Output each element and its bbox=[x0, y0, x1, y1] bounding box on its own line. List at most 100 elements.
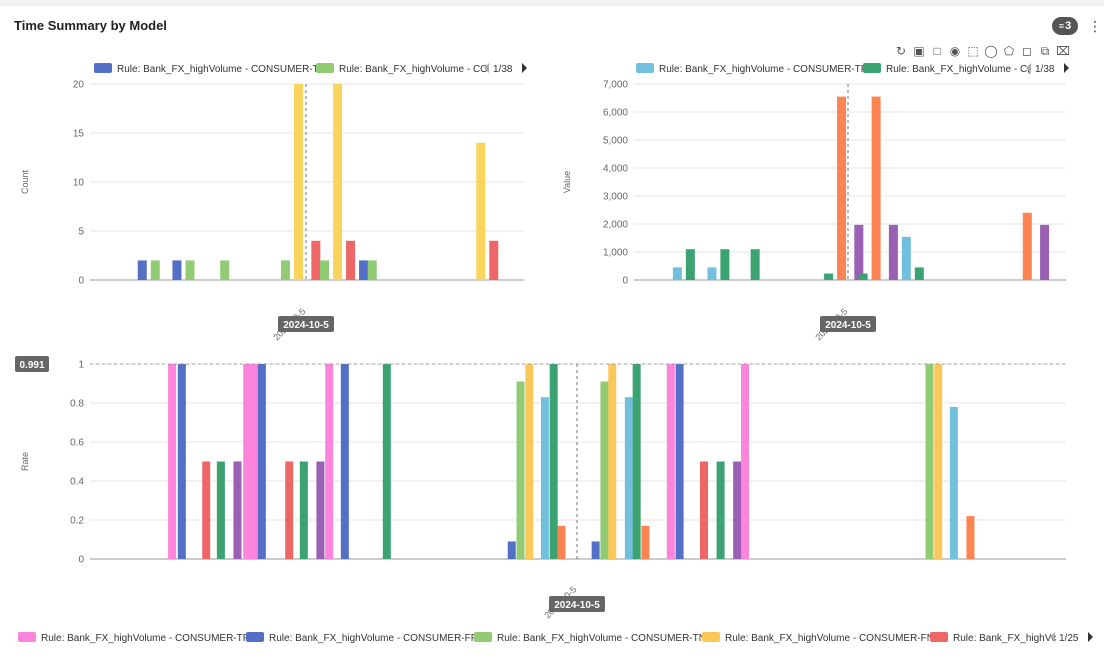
chart1-bar[interactable] bbox=[172, 260, 182, 280]
chart3-bar[interactable] bbox=[591, 541, 600, 559]
chart2-legend-next-icon[interactable] bbox=[1064, 63, 1069, 73]
chart1-legend-prev-icon[interactable] bbox=[484, 63, 489, 73]
chart3-bar[interactable] bbox=[540, 397, 549, 559]
chart3-bar[interactable] bbox=[257, 364, 266, 559]
chart3-bar[interactable] bbox=[733, 461, 742, 560]
chart3-bar[interactable] bbox=[557, 525, 566, 559]
chart2-bar[interactable] bbox=[888, 224, 898, 280]
chart3-bar[interactable] bbox=[925, 364, 934, 559]
chart3-bar[interactable] bbox=[168, 364, 177, 559]
chart2-bar[interactable] bbox=[720, 249, 730, 280]
chart1-bar[interactable] bbox=[489, 240, 499, 280]
chart3-legend-item-label[interactable]: Rule: Bank_FX_highVc bbox=[953, 633, 1056, 644]
chart3-bar[interactable] bbox=[675, 364, 684, 559]
chart3-legend-item-label[interactable]: Rule: Bank_FX_highVolume - CONSUMER-FPR bbox=[269, 633, 485, 644]
chart3-bar[interactable] bbox=[934, 364, 943, 559]
chart3-bar[interactable] bbox=[233, 461, 242, 560]
chart3-bar[interactable] bbox=[641, 525, 650, 559]
chart1-legend-item-label[interactable]: Rule: Bank_FX_highVolume - CO bbox=[339, 64, 488, 75]
chart3-bar[interactable] bbox=[285, 461, 294, 560]
chart3-bar[interactable] bbox=[549, 364, 558, 559]
chart3-bar[interactable] bbox=[525, 364, 534, 559]
chart3-bar[interactable] bbox=[251, 364, 260, 559]
chart1-bar[interactable] bbox=[185, 260, 195, 280]
chart2-bar[interactable] bbox=[1040, 224, 1050, 280]
chart2-legend-item-label[interactable]: Rule: Bank_FX_highVolume - CONSUMER-TPV bbox=[659, 64, 874, 75]
chart3-bar[interactable] bbox=[716, 461, 725, 560]
chart2-legend-swatch[interactable] bbox=[636, 63, 654, 73]
chart1-legend-swatch[interactable] bbox=[316, 63, 334, 73]
chart1-bar[interactable] bbox=[293, 84, 303, 280]
chart3-bar[interactable] bbox=[632, 364, 641, 559]
chart2-legend-item-label[interactable]: Rule: Bank_FX_highVolume - C( bbox=[886, 64, 1031, 75]
chart3-bar[interactable] bbox=[382, 364, 391, 559]
chart2-bar[interactable] bbox=[707, 267, 717, 280]
chart3-bar[interactable] bbox=[624, 397, 633, 559]
eye-icon[interactable]: ◉ bbox=[949, 44, 961, 58]
chart2-legend-prev-icon[interactable] bbox=[1026, 63, 1031, 73]
chart1-legend-item-label[interactable]: Rule: Bank_FX_highVolume - CONSUMER-TP bbox=[117, 64, 326, 75]
chart1-bar[interactable] bbox=[280, 260, 290, 280]
chart1-bar[interactable] bbox=[367, 260, 377, 280]
chart3-bar[interactable] bbox=[966, 516, 975, 559]
chart1-bar[interactable] bbox=[311, 240, 321, 280]
chart3-legend-item-label[interactable]: Rule: Bank_FX_highVolume - CONSUMER-TNR bbox=[497, 633, 713, 644]
chart3-bar[interactable] bbox=[299, 461, 308, 560]
chart3-bar[interactable] bbox=[666, 364, 675, 559]
chart1-bar[interactable] bbox=[320, 260, 330, 280]
zoom-area-icon[interactable]: ⬚ bbox=[967, 44, 979, 58]
chart1-legend-next-icon[interactable] bbox=[522, 63, 527, 73]
chart3-bar[interactable] bbox=[243, 364, 252, 559]
chart3-bar[interactable] bbox=[316, 461, 325, 560]
chart3-bar[interactable] bbox=[608, 364, 617, 559]
chart3-legend-swatch[interactable] bbox=[474, 632, 492, 642]
chart1-bar[interactable] bbox=[359, 260, 369, 280]
chart3-bar[interactable] bbox=[177, 364, 186, 559]
restore-icon[interactable]: ⌧ bbox=[1056, 44, 1070, 58]
chart3-bar[interactable] bbox=[700, 461, 708, 560]
refresh-icon[interactable]: ↻ bbox=[895, 44, 907, 58]
copy-icon[interactable]: ⧉ bbox=[1040, 44, 1050, 58]
chart3-legend-item-label[interactable]: Rule: Bank_FX_highVolume - CONSUMER-FNR bbox=[725, 633, 941, 644]
chart2-bar[interactable] bbox=[914, 267, 924, 280]
chart3-legend-swatch[interactable] bbox=[18, 632, 36, 642]
chart3-bar[interactable] bbox=[325, 364, 334, 559]
chart1-bar[interactable] bbox=[137, 260, 147, 280]
chart2-bar[interactable] bbox=[871, 96, 881, 280]
chart2-bar[interactable] bbox=[901, 236, 911, 280]
chart3-bar[interactable] bbox=[740, 364, 749, 559]
chart2-bar[interactable] bbox=[854, 224, 864, 280]
chart3-legend-item-label[interactable]: Rule: Bank_FX_highVolume - CONSUMER-TPR bbox=[41, 633, 257, 644]
chart3-bar[interactable] bbox=[216, 461, 225, 560]
chart3-legend-next-icon[interactable] bbox=[1088, 632, 1093, 642]
lasso-icon[interactable]: ◯ bbox=[984, 44, 998, 58]
chart2-bar[interactable] bbox=[672, 267, 682, 280]
chart2-bar[interactable] bbox=[858, 273, 868, 280]
chart2-bar[interactable] bbox=[824, 273, 834, 280]
chart2-bar[interactable] bbox=[685, 249, 695, 280]
chart3-legend-swatch[interactable] bbox=[930, 632, 948, 642]
chart3-bar[interactable] bbox=[507, 541, 516, 559]
chart2-legend-swatch[interactable] bbox=[863, 63, 881, 73]
chart3-legend-swatch[interactable] bbox=[246, 632, 264, 642]
chart3-bar[interactable] bbox=[600, 381, 609, 559]
crop-icon[interactable]: ▣ bbox=[913, 44, 925, 58]
chart1-bar[interactable] bbox=[476, 142, 486, 280]
rect-select-icon[interactable]: ◻ bbox=[1022, 44, 1032, 58]
polygon-select-icon[interactable]: ⬠ bbox=[1003, 44, 1015, 58]
chart1-bar[interactable] bbox=[220, 260, 230, 280]
chart2-bar[interactable] bbox=[750, 249, 760, 280]
chart1-legend-swatch[interactable] bbox=[94, 63, 112, 73]
chart3-bar[interactable] bbox=[949, 406, 958, 559]
chart1-bar[interactable] bbox=[150, 260, 160, 280]
chart2-bar[interactable] bbox=[837, 96, 847, 280]
crop-alt-icon[interactable]: □ bbox=[933, 44, 941, 58]
chart3-bar[interactable] bbox=[340, 364, 349, 559]
chart3-legend-swatch[interactable] bbox=[702, 632, 720, 642]
chart3-bar[interactable] bbox=[202, 461, 211, 560]
chart3-legend-prev-icon[interactable] bbox=[1050, 632, 1055, 642]
chart1-bar[interactable] bbox=[346, 240, 356, 280]
chart1-bar[interactable] bbox=[333, 84, 343, 280]
chart3-bar[interactable] bbox=[516, 381, 525, 559]
chart2-bar[interactable] bbox=[1022, 212, 1032, 280]
